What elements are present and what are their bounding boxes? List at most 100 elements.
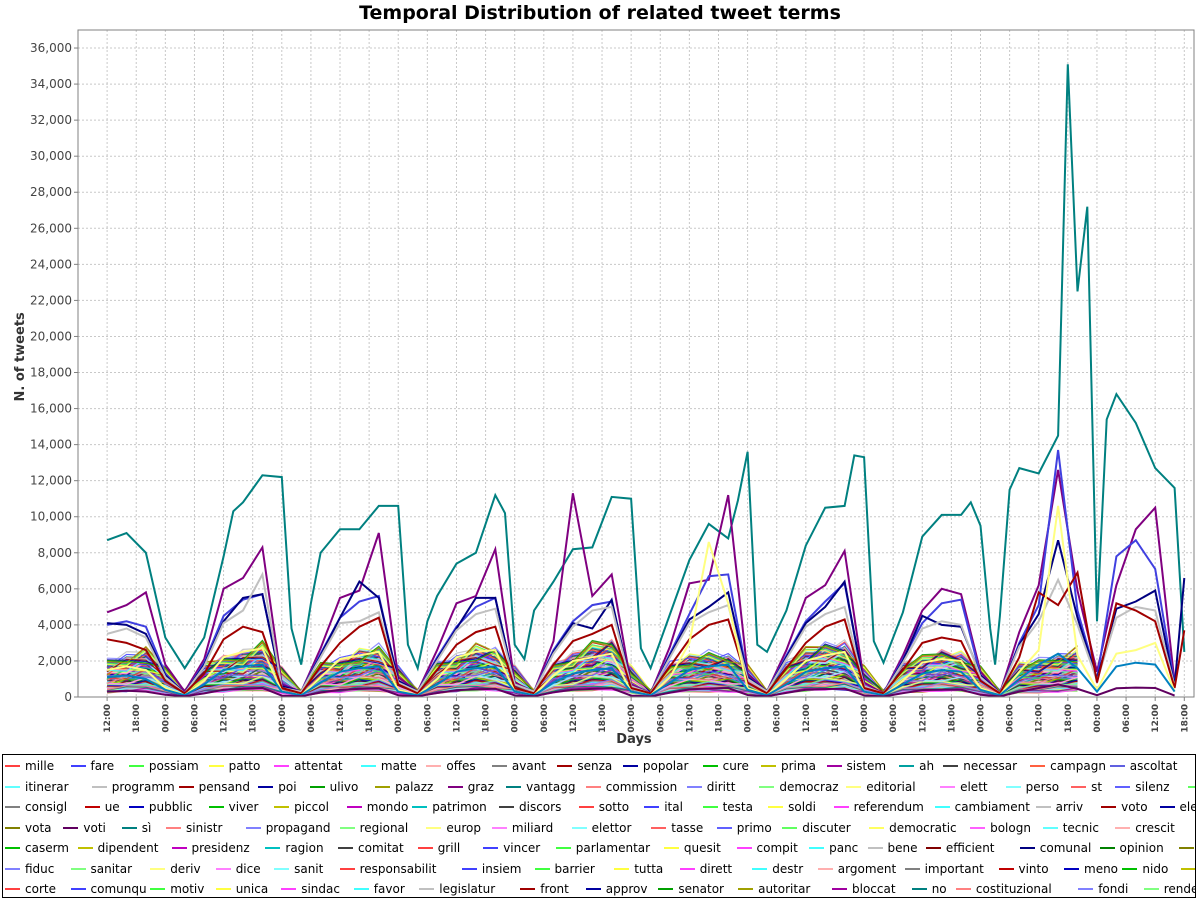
legend-label: favor <box>373 882 405 896</box>
legend-swatch <box>955 888 971 890</box>
legend-label: responsabilit <box>359 861 437 876</box>
legend-label: efficient <box>945 841 995 855</box>
legend-swatch <box>817 867 833 870</box>
legend-label: commission <box>605 779 678 794</box>
y-tick-label: 26,000 <box>30 221 72 235</box>
x-tick-label: 12:00 <box>685 704 695 733</box>
legend-swatch <box>736 847 752 849</box>
x-tick-label: 12:00 <box>918 704 928 733</box>
legend-item: poi <box>258 777 297 797</box>
legend-item: regional <box>339 818 408 838</box>
x-tick-label: 18:00 <box>1180 704 1190 733</box>
legend-label: elett <box>960 779 988 794</box>
x-tick-label: 12:00 <box>1035 704 1045 733</box>
legend-label: tecnic <box>1062 820 1099 835</box>
legend-label: important <box>924 861 984 876</box>
legend-swatch <box>768 806 784 808</box>
x-axis-ticks: 12:00 18:00 00:00 06:00 12:00 18:00 00:00 06:00… <box>103 697 1190 733</box>
grid <box>78 30 1194 698</box>
legend-item: parlamentar <box>555 838 650 858</box>
legend-swatch <box>534 867 550 870</box>
legend-item: ah <box>899 756 934 776</box>
x-tick-label: 00:00 <box>1093 704 1103 733</box>
legend-label: opinion <box>1119 841 1164 855</box>
legend-swatch <box>5 867 20 870</box>
legend-item: comunal <box>1019 838 1091 858</box>
legend-swatch <box>1064 867 1079 870</box>
x-tick-label: 06:00 <box>1122 704 1132 733</box>
legend-swatch <box>911 888 927 890</box>
legend-item: matte <box>360 756 417 776</box>
legend-item: deriv <box>150 859 201 879</box>
series-line-important <box>107 680 1078 697</box>
legend-label: render <box>1163 882 1195 896</box>
x-tick-label: 18:00 <box>132 704 142 733</box>
legend-item: dipendent <box>77 838 158 858</box>
legend-swatch <box>658 888 674 890</box>
legend-label: front <box>540 882 569 896</box>
legend-item: comitat <box>338 838 404 858</box>
legend-label: matte <box>380 759 417 773</box>
legend-label: offes <box>446 759 476 773</box>
legend-item: ue <box>84 797 120 817</box>
legend-label: ue <box>104 800 120 814</box>
legend-item: cambiament <box>934 797 1030 817</box>
legend-swatch <box>663 847 679 849</box>
legend-label: democraz <box>779 779 839 794</box>
legend-row: fiduc sanitar deriv dice sanit responsabilit i… <box>3 859 1195 879</box>
legend-item: sinistr <box>166 818 222 838</box>
legend-swatch <box>128 806 144 808</box>
legend-item: sindac <box>281 879 340 897</box>
legend-label: elettoral <box>1179 800 1196 814</box>
legend-item: semplic <box>1195 818 1196 838</box>
legend-swatch <box>520 888 536 890</box>
legend-label: caserm <box>25 841 69 855</box>
legend-item: fondi <box>1078 879 1128 897</box>
legend-label: programm <box>111 779 175 794</box>
legend-item: ulivo <box>309 777 358 797</box>
legend-label: patrimon <box>432 800 487 814</box>
x-tick-label: 12:00 <box>103 704 113 733</box>
x-tick-label: 12:00 <box>336 704 346 733</box>
legend-label: cure <box>722 759 749 773</box>
legend-swatch <box>1035 806 1051 808</box>
legend-swatch <box>121 826 137 829</box>
legend-swatch <box>77 847 93 849</box>
x-tick-label: 18:00 <box>598 704 608 733</box>
legend-item: necessar <box>943 756 1017 776</box>
series-line-comunal-main <box>107 652 1176 697</box>
y-tick-label: 14,000 <box>30 438 72 452</box>
y-tick-label: 18,000 <box>30 366 72 380</box>
legend-item: primo <box>716 818 772 838</box>
legend-swatch <box>360 765 376 767</box>
series-line-vinto <box>107 678 1078 697</box>
legend-item: offes <box>426 756 476 776</box>
legend-swatch <box>644 806 660 808</box>
legend-item: compit <box>736 838 798 858</box>
legend-label: patto <box>228 759 261 773</box>
legend-item: pensand <box>178 777 250 797</box>
x-tick-label: 06:00 <box>307 704 317 733</box>
legend-item: popolar <box>622 756 688 776</box>
legend-item: favor <box>353 879 405 897</box>
y-tick-label: 20,000 <box>30 329 72 343</box>
x-tick-label: 06:00 <box>889 704 899 733</box>
legend-row: consigl ue pubblic viver piccol mondo patrimon… <box>3 797 1195 817</box>
legend-item: referendum <box>833 797 924 817</box>
legend-item: vantagg <box>506 777 575 797</box>
legend-swatch <box>346 806 362 808</box>
legend-label: tutta <box>634 861 664 876</box>
legend-swatch <box>1030 765 1046 767</box>
x-tick-label: 06:00 <box>423 704 433 733</box>
legend-item: approv <box>585 879 648 897</box>
legend-label: sistem <box>846 759 887 773</box>
legend-label: democratic <box>889 820 957 835</box>
legend-swatch <box>1042 826 1058 829</box>
legend-item: fare <box>70 756 114 776</box>
legend-item: democratic <box>869 818 957 838</box>
legend-item: avant <box>491 756 546 776</box>
legend-swatch <box>215 888 231 890</box>
legend-label: ascoltat <box>1129 759 1178 773</box>
y-tick-label: 4,000 <box>38 618 72 632</box>
legend-label: bene <box>887 841 918 855</box>
